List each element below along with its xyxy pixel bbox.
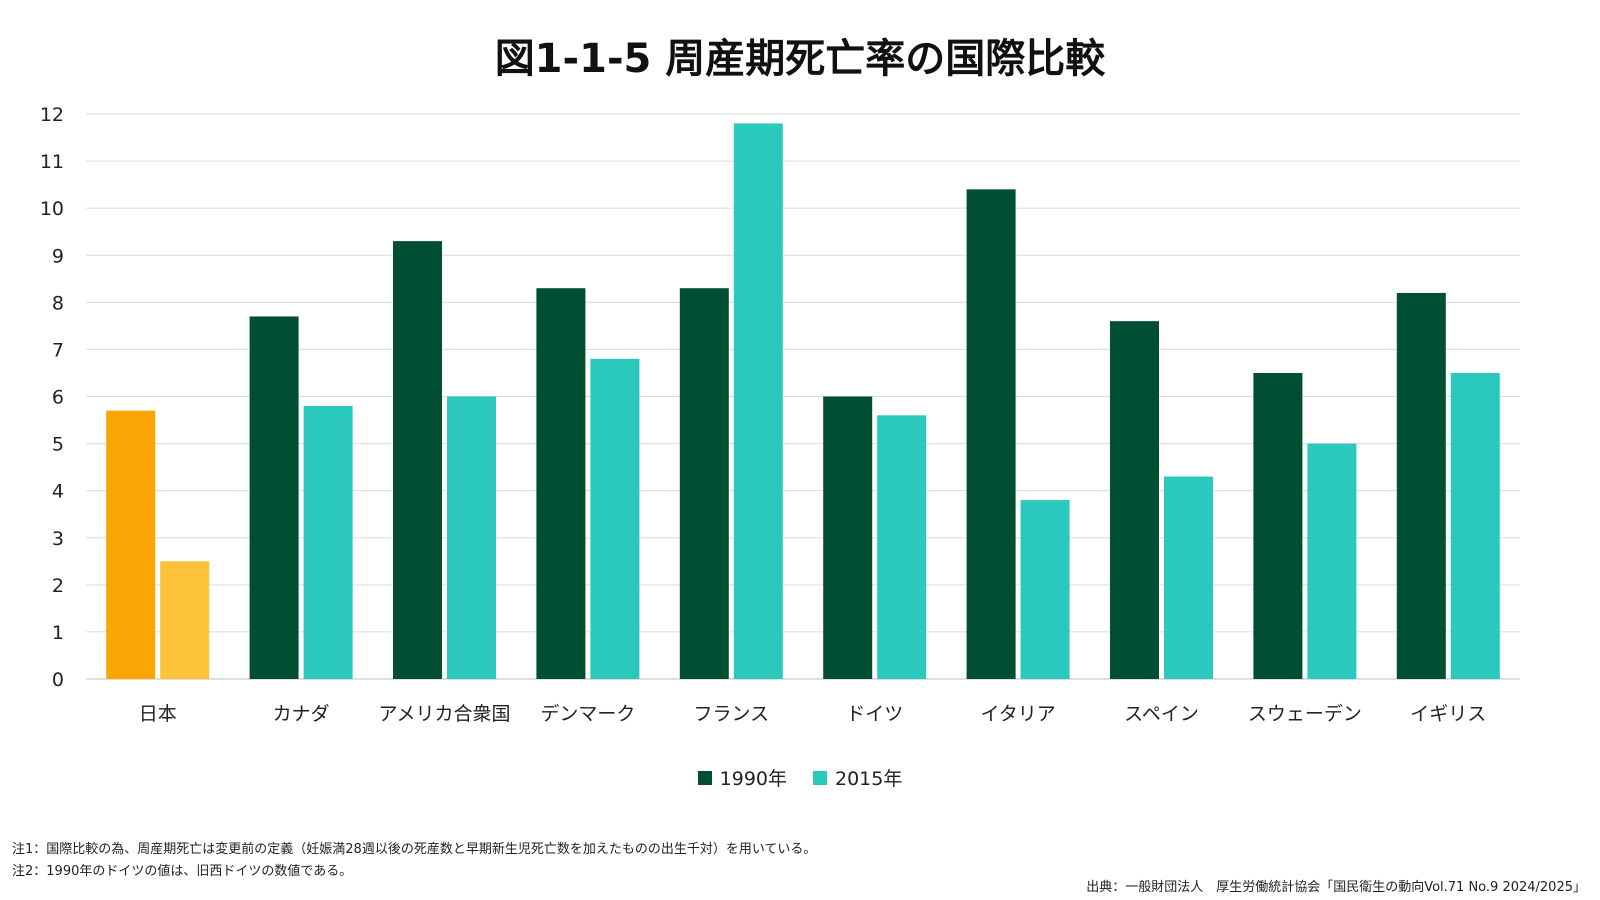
y-tick-label: 10	[40, 198, 64, 220]
y-tick-label: 4	[52, 481, 64, 503]
y-tick-label: 3	[52, 528, 64, 550]
note-1: 注1：国際比較の為、周産期死亡は変更前の定義（妊娠満28週以後の死産数と早期新生…	[12, 842, 817, 857]
legend-label-1990: 1990年	[719, 768, 787, 790]
y-tick-label: 0	[52, 669, 64, 691]
x-category-label: イタリア	[980, 703, 1055, 725]
y-tick-label: 5	[52, 434, 64, 456]
y-tick-label: 12	[40, 104, 64, 126]
bar-1990	[536, 288, 586, 679]
source-note: 出典：一般財団法人 厚生労働統計協会「国民衛生の動向Vol.71 No.9 20…	[1086, 880, 1586, 895]
bar-2015	[1020, 500, 1070, 679]
legend-swatch-1990	[697, 770, 712, 785]
x-category-label: デンマーク	[540, 703, 635, 725]
x-category-label: アメリカ合衆国	[378, 703, 510, 725]
bar-1990	[393, 241, 442, 679]
y-tick-label: 7	[52, 339, 64, 361]
y-tick-label: 8	[52, 292, 64, 314]
bar-2015	[590, 358, 640, 679]
y-tick-label: 1	[52, 622, 64, 644]
y-tick-label: 11	[40, 151, 64, 173]
bar-2015	[160, 561, 210, 679]
legend-swatch-2015	[813, 770, 827, 785]
legend-item-1990: 1990年	[697, 764, 787, 791]
bar-1990	[1253, 372, 1303, 679]
gridlines	[86, 113, 1520, 680]
bar-2015	[1307, 443, 1357, 679]
x-axis-labels: 日本 カナダ アメリカ合衆国 デンマーク フランス ドイツ イタリア スペイン スウェーデン イギ…	[139, 703, 1487, 725]
bar-2015	[1450, 372, 1500, 679]
bar-2015	[447, 396, 496, 679]
bar-1990	[966, 189, 1016, 680]
bar-2015	[303, 405, 353, 679]
x-category-label: スウェーデン	[1248, 703, 1362, 725]
chart-title: 図1-1-5 周産期死亡率の国際比較	[494, 36, 1106, 82]
bar-1990	[249, 316, 299, 679]
x-category-label: ドイツ	[846, 703, 903, 725]
bar-1990	[679, 288, 729, 679]
bar-1990	[823, 396, 873, 679]
y-tick-label: 6	[52, 387, 64, 409]
bar-2015	[733, 123, 783, 679]
note-2: 注2：1990年のドイツの値は、旧西ドイツの数値である。	[12, 864, 353, 879]
y-tick-label: 9	[52, 245, 64, 267]
bar-1990	[1110, 321, 1159, 679]
bar-1990	[1396, 292, 1446, 679]
bar-1990	[106, 410, 156, 679]
x-category-label: スペイン	[1124, 703, 1199, 725]
x-category-label: イギリス	[1410, 703, 1486, 725]
bar-2015	[877, 415, 927, 679]
legend-item-2015: 2015年	[813, 764, 902, 791]
y-tick-label: 2	[52, 575, 64, 597]
bar-2015	[1164, 476, 1213, 679]
x-category-label: 日本	[139, 703, 177, 725]
legend: 1990年 2015年	[0, 764, 1600, 791]
x-category-label: フランス	[693, 703, 769, 725]
x-category-label: カナダ	[273, 703, 330, 725]
bars	[106, 123, 1500, 680]
legend-label-2015: 2015年	[835, 768, 903, 790]
